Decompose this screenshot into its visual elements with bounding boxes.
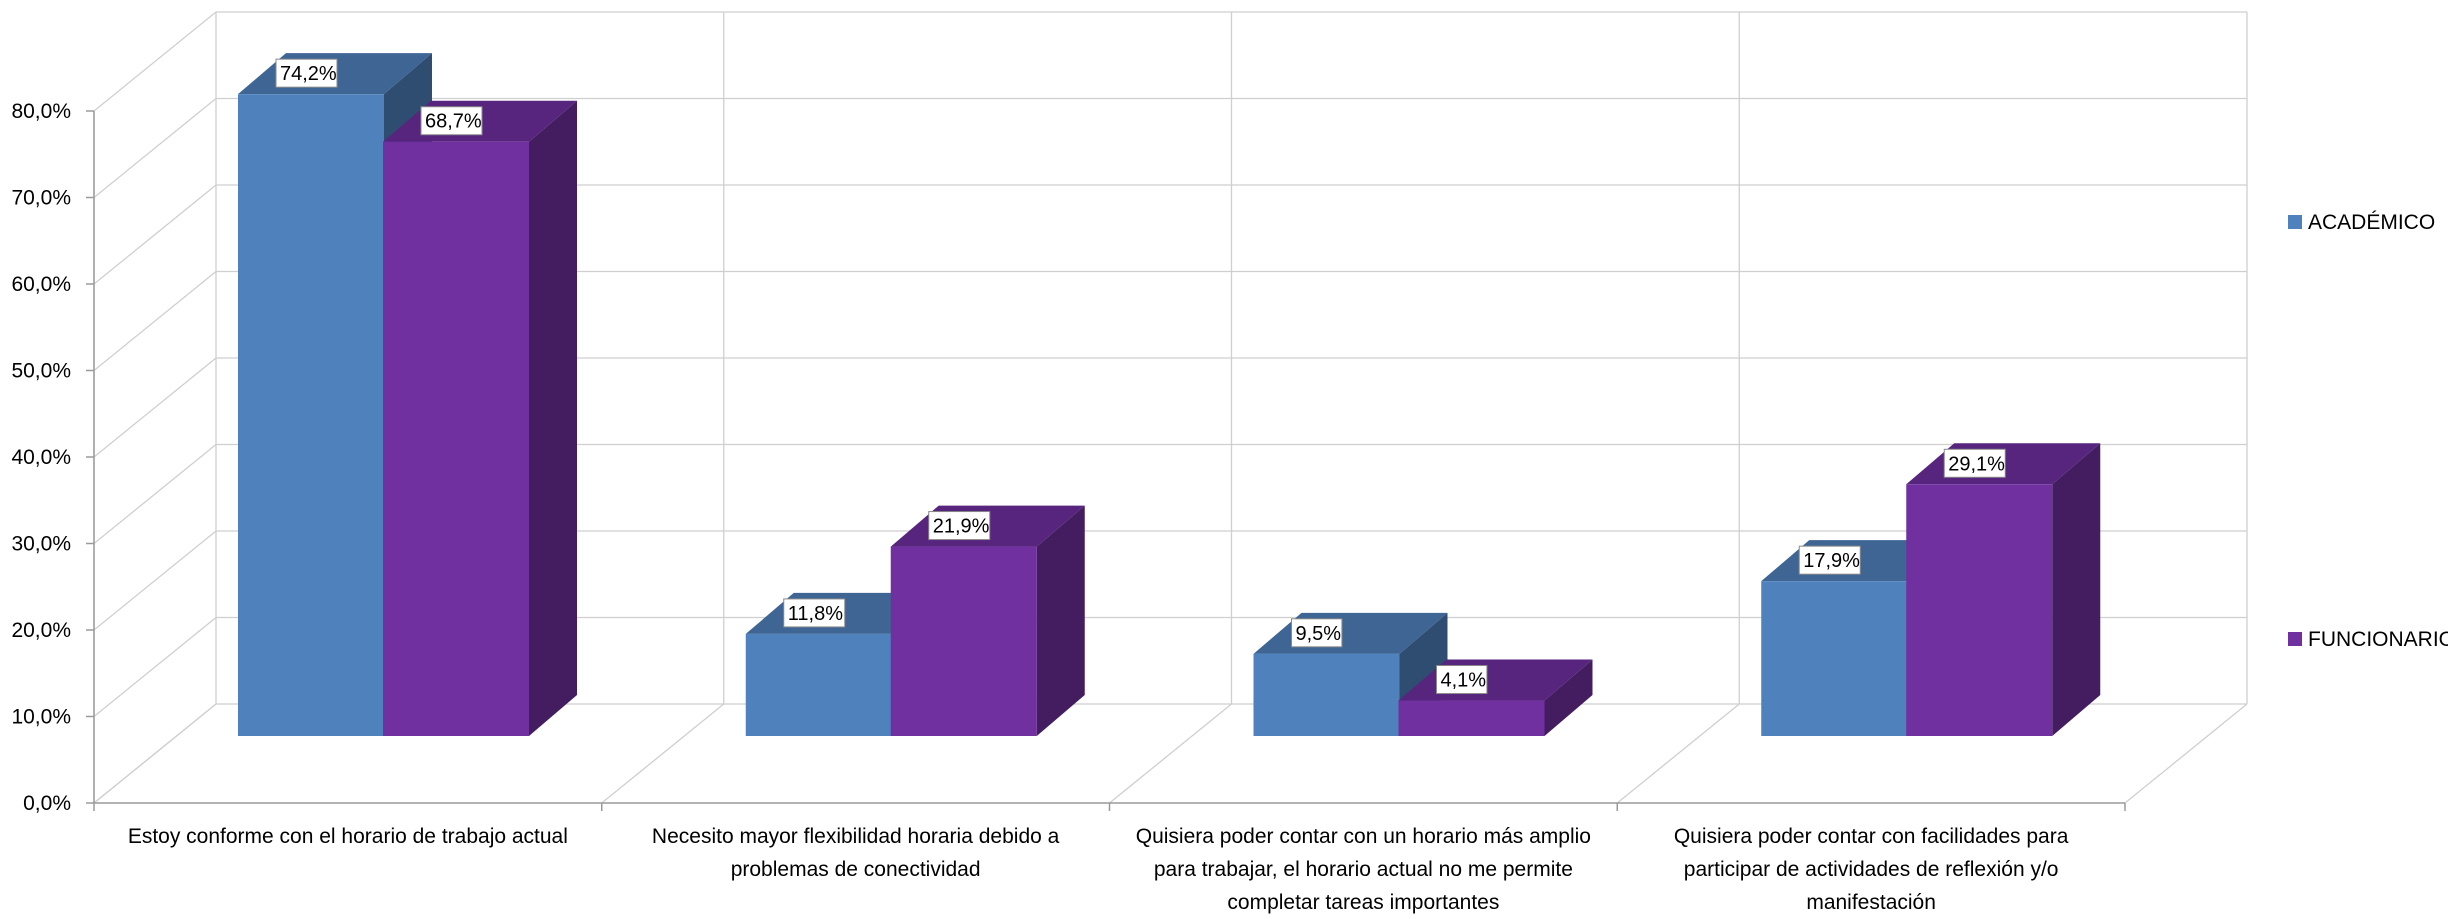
category-label: para trabajar, el horario actual no me p… [1154,858,1573,881]
gridline-side [93,443,217,545]
legend-item: FUNCIONARIO [2288,628,2448,651]
y-tick-label: 70,0% [11,187,71,210]
bar-front [238,94,384,737]
bar-funcionario [890,505,1085,736]
floor-gridline [601,703,725,804]
data-label-text: 29,1% [1948,453,2005,475]
category-label: Quisiera poder contar con un horario más… [1136,825,1591,848]
bar-front [745,633,892,736]
bar-front [1253,653,1400,736]
data-label: 4,1% [1436,665,1488,695]
gridline-side [93,184,217,285]
data-label-box [783,598,846,628]
bar-side [1544,659,1593,736]
data-label-box [1798,545,1861,575]
legend-swatch [2288,632,2302,646]
category-label: manifestación [1806,891,1936,914]
axes [86,110,2126,811]
category-labels: Estoy conforme con el horario de trabajo… [128,825,2069,914]
bars [238,53,2101,737]
data-label-text: 4,1% [1441,670,1487,692]
gridline-side [93,357,217,458]
bar-front [383,141,529,736]
gridline-side [93,616,217,718]
floor-gridline [1109,703,1232,804]
bar-front [1398,700,1545,736]
y-tick-label: 60,0% [11,273,71,296]
data-label: 21,9% [928,511,991,541]
data-label: 29,1% [1943,448,2006,478]
category-label: problemas de conectividad [731,858,981,881]
data-label-text: 9,5% [1296,623,1342,645]
data-labels: 74,2% 68,7% 11,8% 21,9% 9,5% 4,1% 17,9% 29,1% [275,58,2006,695]
floor-gridline [93,703,217,804]
data-label-text: 68,7% [425,111,482,133]
gridline-side [93,11,217,112]
legend: ACADÉMICO FUNCIONARIO [2288,211,2448,651]
category-label: Quisiera poder contar con facilidades pa… [1674,825,2069,848]
legend-label: FUNCIONARIO [2308,628,2448,651]
y-tick-label: 0,0% [23,792,71,815]
category-label: Necesito mayor flexibilidad horaria debi… [652,825,1060,848]
gridline-side [93,530,217,631]
y-tick-label: 20,0% [11,619,71,642]
bar-side [529,100,577,737]
y-tick-label: 50,0% [11,360,71,383]
gridline-side [93,270,217,372]
data-label-box [928,511,991,541]
data-label-box [1943,448,2006,478]
data-label: 17,9% [1798,545,1861,575]
bar-front [890,546,1037,736]
data-label: 68,7% [420,106,483,136]
data-label-box [1436,665,1488,695]
data-label-text: 17,9% [1803,550,1860,572]
bar-front [1906,484,2053,736]
data-label: 11,8% [783,598,846,628]
floor-gridline [2124,703,2248,804]
legend-swatch [2288,215,2302,229]
category-label: Estoy conforme con el horario de trabajo… [128,825,568,848]
y-tick-label: 30,0% [11,533,71,556]
bar-front [1761,581,1908,736]
category-label: participar de actividades de reflexión y… [1684,858,2059,881]
data-label-box [275,58,338,88]
bar-funcionario [383,100,577,737]
data-label-box [420,106,483,136]
bar-side [1036,505,1085,736]
data-label: 74,2% [275,58,338,88]
bar-side [2052,443,2101,736]
y-tick-label: 40,0% [11,446,71,469]
y-tick-label: 80,0% [11,100,71,123]
category-label: completar tareas importantes [1227,891,1499,914]
legend-item: ACADÉMICO [2288,211,2435,234]
data-label-text: 74,2% [280,63,337,85]
data-label: 9,5% [1291,618,1343,648]
legend-label: ACADÉMICO [2308,211,2435,234]
data-label-box [1291,618,1343,648]
y-tick-label: 10,0% [11,706,71,729]
floor-gridline [1616,703,1740,804]
data-label-text: 21,9% [933,516,990,538]
y-tick-labels: 0,0% 10,0% 20,0% 30,0% 40,0% 50,0% 60,0% 70,0% 8… [11,100,71,815]
bar-funcionario [1906,443,2101,736]
gridline-side [93,97,217,199]
data-label-text: 11,8% [788,603,843,625]
